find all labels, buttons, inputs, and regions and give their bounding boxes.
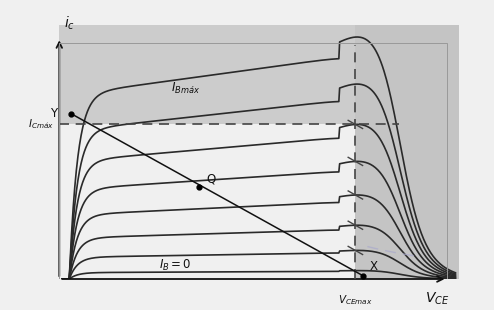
- Polygon shape: [355, 25, 459, 279]
- Text: Q: Q: [206, 173, 216, 186]
- Text: $I_B=0$: $I_B=0$: [159, 258, 192, 272]
- Text: Y: Y: [50, 107, 57, 120]
- Text: $i_c$: $i_c$: [64, 15, 75, 33]
- Text: X: X: [370, 259, 377, 272]
- Text: $I_{Cmáx}$: $I_{Cmáx}$: [29, 117, 54, 131]
- Polygon shape: [59, 25, 459, 124]
- Text: $V_{CE}$: $V_{CE}$: [425, 290, 450, 307]
- Text: $V_{CEmax}$: $V_{CEmax}$: [338, 293, 372, 307]
- Text: $I_{Bmáx}$: $I_{Bmáx}$: [171, 81, 201, 96]
